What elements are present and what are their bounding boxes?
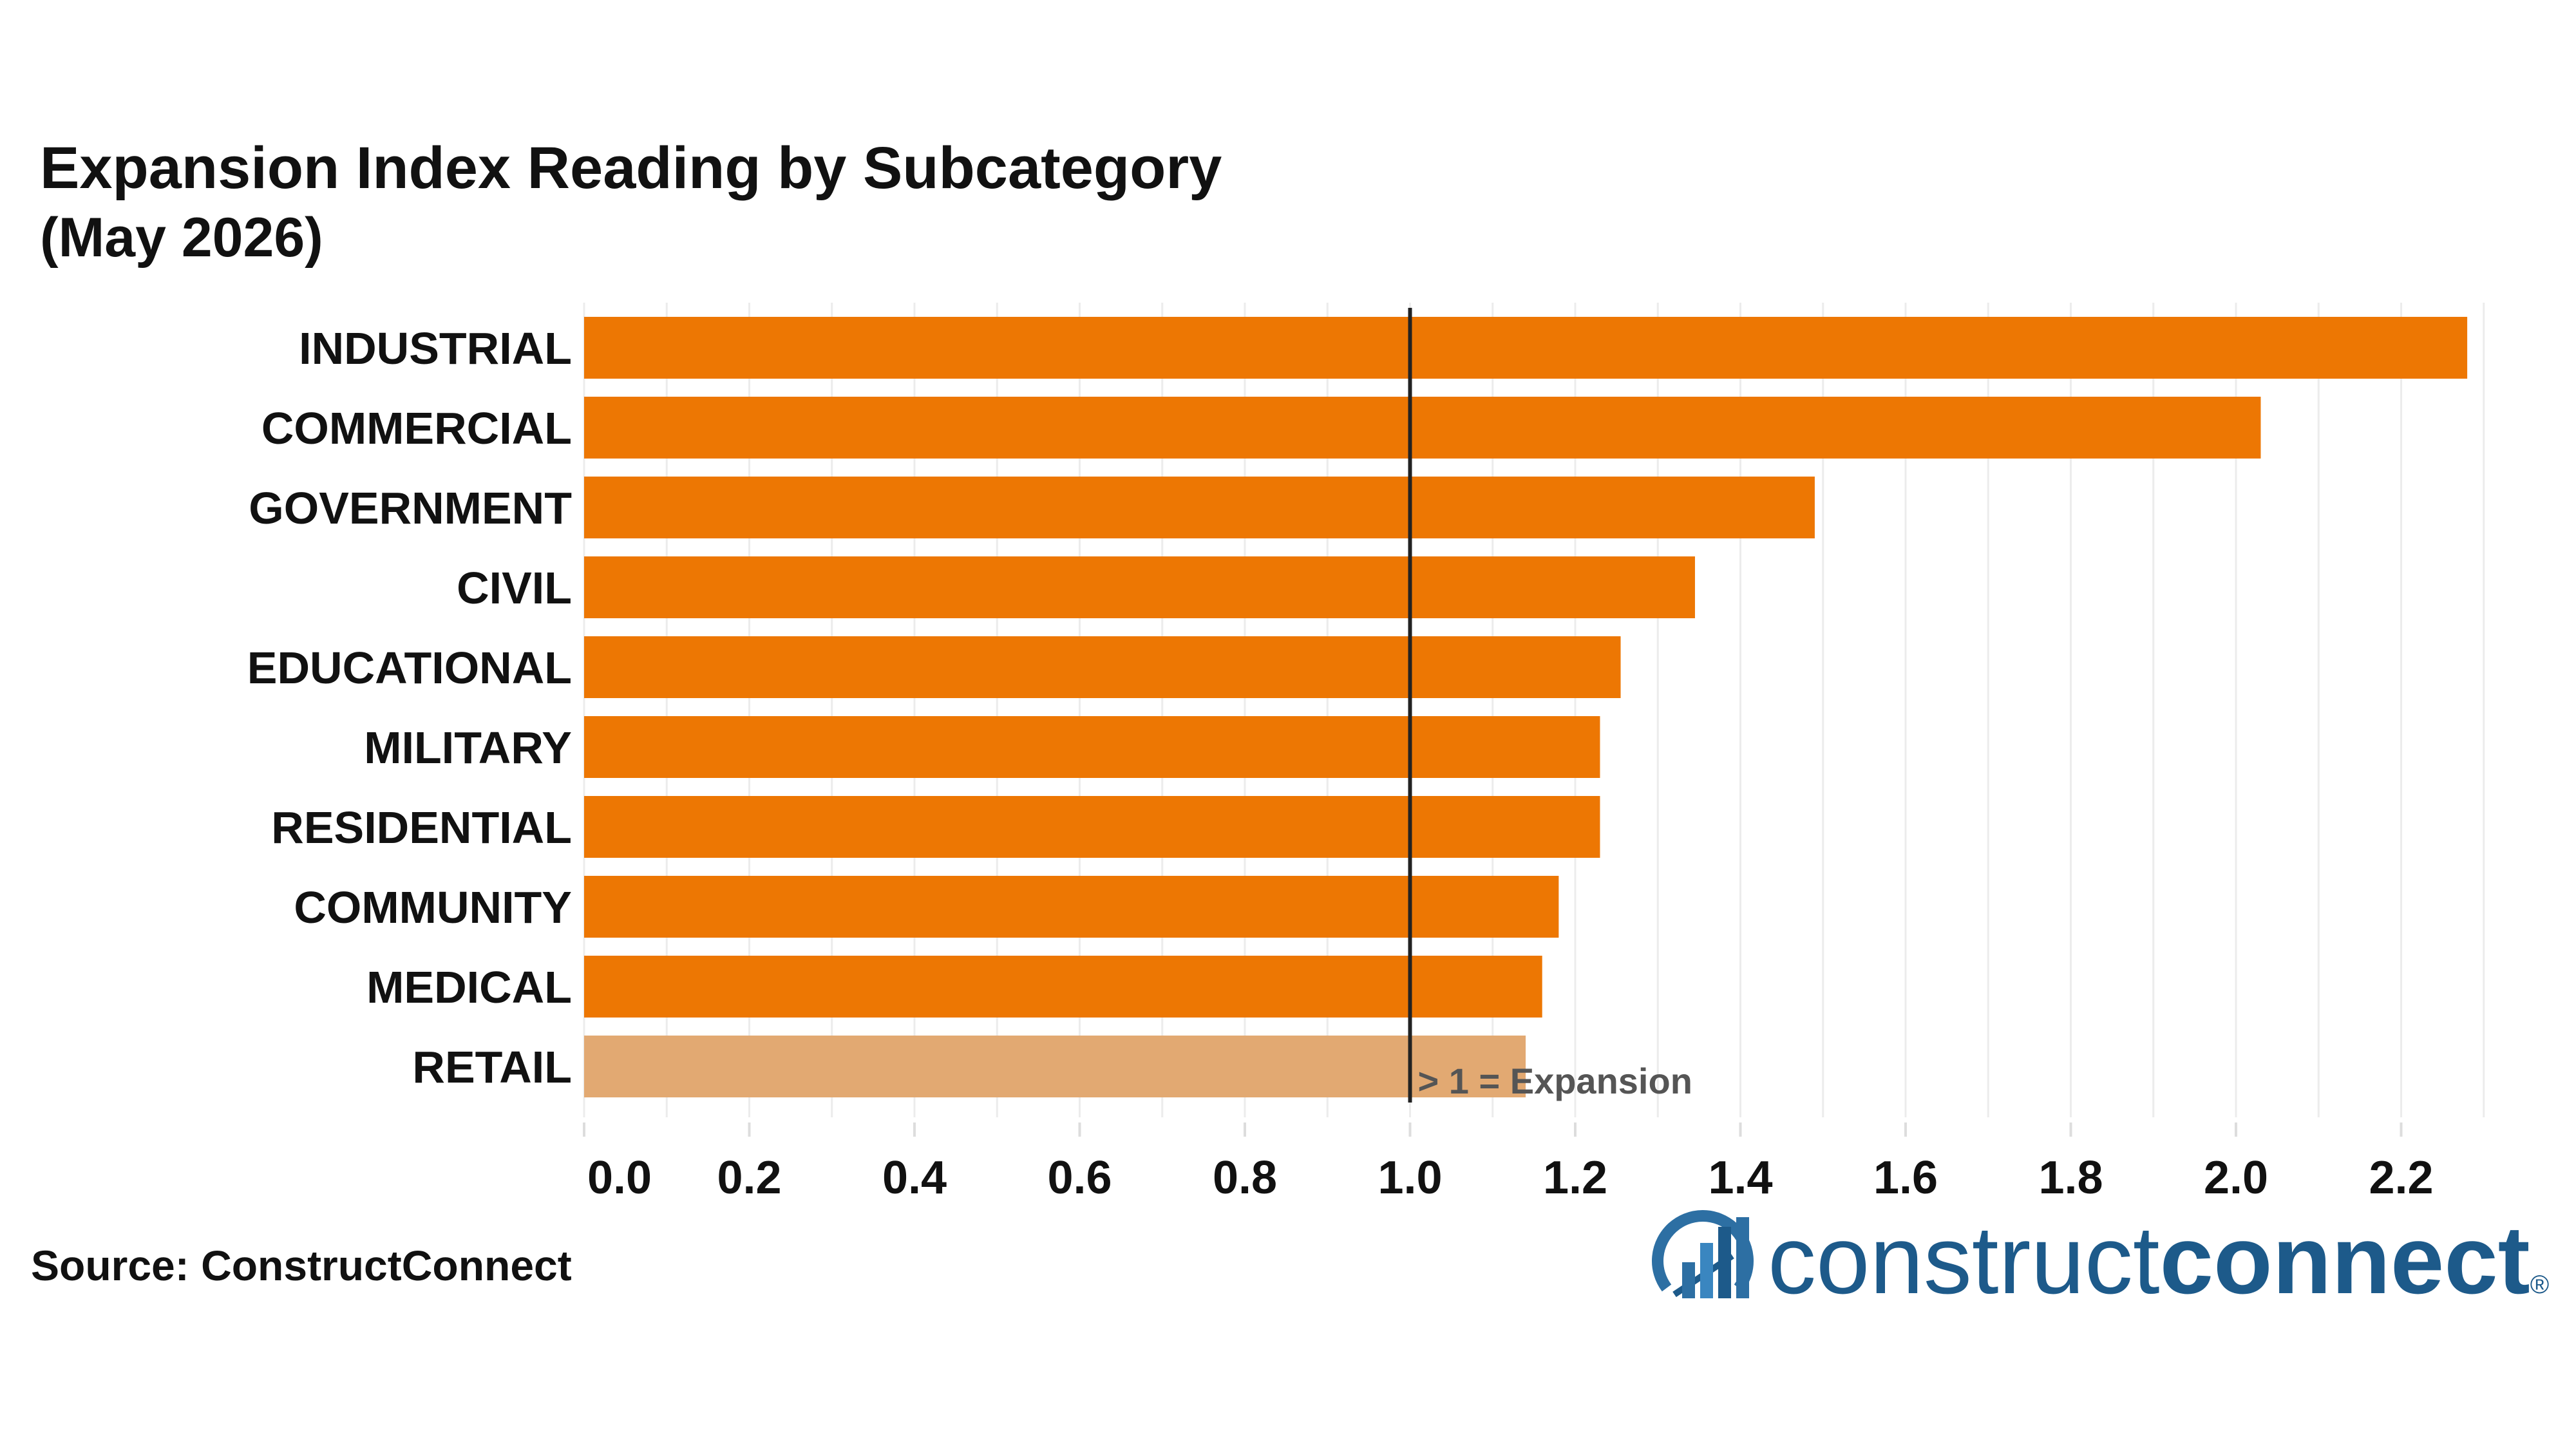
bar-military	[584, 716, 1600, 778]
x-tick-label: 2.0	[2204, 1152, 2268, 1204]
category-label-government: GOVERNMENT	[249, 483, 572, 533]
logo-text-bold: connect	[2160, 1206, 2530, 1314]
category-label-commercial: COMMERCIAL	[261, 403, 572, 453]
x-tick-label: 1.4	[1708, 1152, 1772, 1204]
x-tick-label: 0.2	[717, 1152, 781, 1204]
x-tick-label: 1.0	[1378, 1152, 1442, 1204]
x-tick-label: 2.2	[2369, 1152, 2433, 1204]
logo-text: constructconnect®	[1768, 1206, 2549, 1314]
category-label-residential: RESIDENTIAL	[271, 802, 572, 853]
reference-line-group: > 1 = Expansion	[1408, 308, 1692, 1103]
bar-government	[584, 477, 1815, 538]
bar-educational	[584, 636, 1621, 698]
category-label-community: COMMUNITY	[294, 882, 572, 933]
bar-medical	[584, 956, 1542, 1018]
logo-registered-mark: ®	[2530, 1271, 2549, 1299]
x-tick-label: 0.0	[587, 1152, 652, 1204]
chart-subtitle: (May 2026)	[40, 207, 323, 269]
bar-industrial	[584, 317, 2468, 379]
x-tick-label: 0.8	[1213, 1152, 1277, 1204]
category-label-military: MILITARY	[364, 723, 572, 773]
category-label-educational: EDUCATIONAL	[247, 643, 572, 693]
category-label-industrial: INDUSTRIAL	[299, 323, 572, 374]
bars	[584, 317, 2468, 1097]
bar-residential	[584, 796, 1600, 858]
x-tick-label: 1.2	[1543, 1152, 1607, 1204]
x-tick-label: 0.6	[1047, 1152, 1112, 1204]
x-tick-label: 0.4	[882, 1152, 947, 1204]
bar-retail	[584, 1036, 1526, 1097]
source-text: Source: ConstructConnect	[31, 1242, 572, 1289]
x-tick-label: 1.6	[1873, 1152, 1938, 1204]
category-label-medical: MEDICAL	[366, 962, 572, 1012]
chart-title: Expansion Index Reading by Subcategory	[40, 135, 1222, 201]
category-label-retail: RETAIL	[412, 1042, 572, 1092]
bar-community	[584, 876, 1559, 938]
x-axis-ticks: 0.0 0.2 0.4 0.6 0.8 1.0 1.2 1.4 1.6 1.8 2.0 2.2	[583, 1122, 2434, 1204]
x-tick-label: 1.8	[2038, 1152, 2103, 1204]
bar-civil	[584, 556, 1695, 618]
logo-icon	[1652, 1210, 1754, 1298]
reference-line-label: > 1 = Expansion	[1418, 1061, 1692, 1101]
category-label-civil: CIVIL	[457, 563, 572, 613]
logo: constructconnect®	[1652, 1206, 2549, 1314]
bar-commercial	[584, 397, 2261, 459]
category-labels: INDUSTRIAL COMMERCIAL GOVERNMENT CIVIL EDUCA…	[247, 323, 572, 1092]
logo-text-light: construct	[1768, 1206, 2160, 1314]
